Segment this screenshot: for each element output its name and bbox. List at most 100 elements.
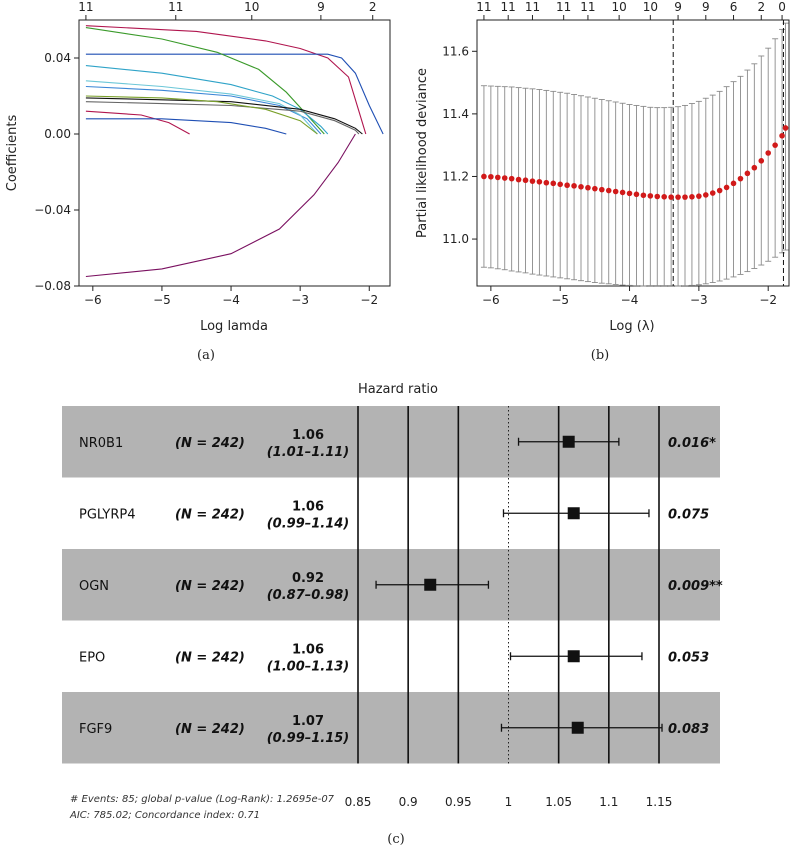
forest-p-value: 0.075: [668, 507, 709, 522]
a-toptick-label: 2: [369, 0, 377, 14]
forest-p-value: 0.016*: [668, 436, 716, 451]
forest-ci-value: (1.00–1.13): [267, 659, 350, 674]
forest-xtick-label: 0.95: [445, 795, 472, 809]
a-xtick-label: −2: [360, 293, 378, 307]
coef-path-10: [85, 110, 190, 135]
cv-point: [744, 170, 751, 177]
panel-c-caption: (c): [387, 832, 404, 847]
cv-point: [737, 175, 744, 182]
panel-a-caption: (a): [197, 348, 215, 363]
panel-c-estimates: [375, 435, 663, 734]
cv-point: [647, 193, 654, 199]
b-toptick-label: 0: [778, 0, 786, 14]
cv-point: [522, 177, 529, 184]
panel-c-xticks: 0.85 0.9 0.95 1 1.05 1.1 1.15: [345, 795, 673, 809]
b-toptick-label: 11: [580, 0, 595, 14]
a-ytick-label: −0.04: [34, 203, 71, 217]
a-toptick-label: 9: [317, 0, 325, 14]
cv-point: [654, 193, 661, 200]
cv-point: [585, 184, 591, 191]
cv-point: [751, 164, 758, 171]
forest-hr-value: 1.07: [292, 714, 324, 729]
cv-point: [605, 187, 612, 194]
forest-estimate-square: [571, 721, 584, 734]
cv-point: [703, 192, 709, 198]
panel-b-cv-deviance: −6 −5 −4 −3 −2 11.0 11.2 11.4 11.6 11 11 11 11 11 10 10…: [415, 0, 790, 363]
forest-ci-value: (0.87–0.98): [267, 588, 350, 603]
cv-point: [696, 193, 702, 199]
coef-path-12: [85, 133, 356, 278]
forest-p-value: 0.083: [668, 722, 709, 737]
cv-point: [675, 194, 681, 200]
panel-b-xlabel: Log (λ): [609, 319, 654, 334]
b-xtick-label: −4: [621, 293, 639, 307]
b-xtick-label: −5: [551, 293, 569, 307]
cv-point: [592, 185, 598, 192]
forest-hr-value: 0.92: [292, 571, 324, 586]
b-toptick-label: 9: [674, 0, 682, 14]
a-ytick-label: −0.08: [34, 279, 71, 293]
forest-xtick-label: 1: [505, 795, 513, 809]
panel-c-title: Hazard ratio: [358, 382, 438, 397]
forest-estimate-square: [562, 435, 575, 448]
cv-point: [730, 180, 737, 187]
cv-point: [564, 182, 570, 189]
cv-point: [689, 194, 695, 200]
b-toptick-label: 11: [525, 0, 540, 14]
coef-path-5: [85, 85, 322, 135]
a-toptick-label: 10: [244, 0, 259, 14]
forest-hr-value: 1.06: [292, 499, 324, 514]
coef-path-8: [85, 101, 360, 135]
forest-n-label: (N = 242): [175, 722, 245, 737]
b-ytick-label: 11.4: [442, 107, 469, 121]
forest-gene-label: OGN: [79, 579, 109, 594]
b-toptick-label: 10: [643, 0, 658, 14]
forest-xtick-label: 0.85: [345, 795, 372, 809]
cv-point: [661, 194, 667, 200]
b-toptick-label: 9: [702, 0, 710, 14]
coef-path-6: [85, 80, 318, 135]
forest-estimate-square: [567, 507, 580, 520]
cv-point: [723, 184, 730, 191]
panel-b-caption: (b): [591, 348, 609, 363]
panel-c-footnote-2: AIC: 785.02; Concordance index: 0.71: [69, 810, 260, 821]
panel-a-frame: [78, 19, 391, 287]
a-toptick-label: 11: [168, 0, 183, 14]
cv-point: [515, 176, 522, 183]
a-xtick-label: −5: [153, 293, 171, 307]
b-toptick-label: 11: [476, 0, 491, 14]
coef-path-7: [85, 97, 363, 135]
cv-point: [481, 173, 487, 180]
panel-a-series: [85, 25, 384, 278]
coef-path-4: [85, 65, 329, 135]
panel-b-ticks: −6 −5 −4 −3 −2 11.0 11.2 11.4 11.6 11 11 11 11 11 10 10…: [442, 0, 786, 307]
a-ytick-label: 0.04: [44, 51, 71, 65]
forest-hr-value: 1.06: [292, 642, 324, 657]
coef-path-11: [85, 118, 287, 135]
b-toptick-label: 10: [611, 0, 626, 14]
cv-point: [779, 132, 785, 139]
cv-point: [501, 175, 508, 181]
cv-point: [633, 191, 640, 198]
forest-estimate-square: [424, 578, 437, 591]
b-xtick-label: −6: [482, 293, 500, 307]
cv-point: [668, 194, 674, 200]
a-xtick-label: −4: [222, 293, 240, 307]
b-ytick-label: 11.6: [442, 44, 469, 58]
panel-b-marks: [480, 20, 789, 287]
b-toptick-label: 6: [730, 0, 738, 14]
cv-point: [782, 125, 789, 131]
cv-point: [772, 142, 778, 148]
forest-gene-label: NR0B1: [79, 436, 123, 451]
b-xtick-label: −2: [759, 293, 777, 307]
panel-a-ticks: −6 −5 −4 −3 −2 0.04 0.00 −0.04 −0.08 11 11 10 9 2: [34, 0, 378, 307]
b-ytick-label: 11.2: [442, 169, 469, 183]
cv-point: [557, 181, 563, 188]
cv-point: [758, 158, 765, 164]
cv-point: [571, 183, 577, 189]
forest-n-label: (N = 242): [175, 650, 245, 665]
cv-point: [495, 174, 501, 181]
cv-point: [529, 178, 536, 184]
a-ytick-label: 0.00: [44, 127, 71, 141]
cv-point: [682, 194, 688, 200]
